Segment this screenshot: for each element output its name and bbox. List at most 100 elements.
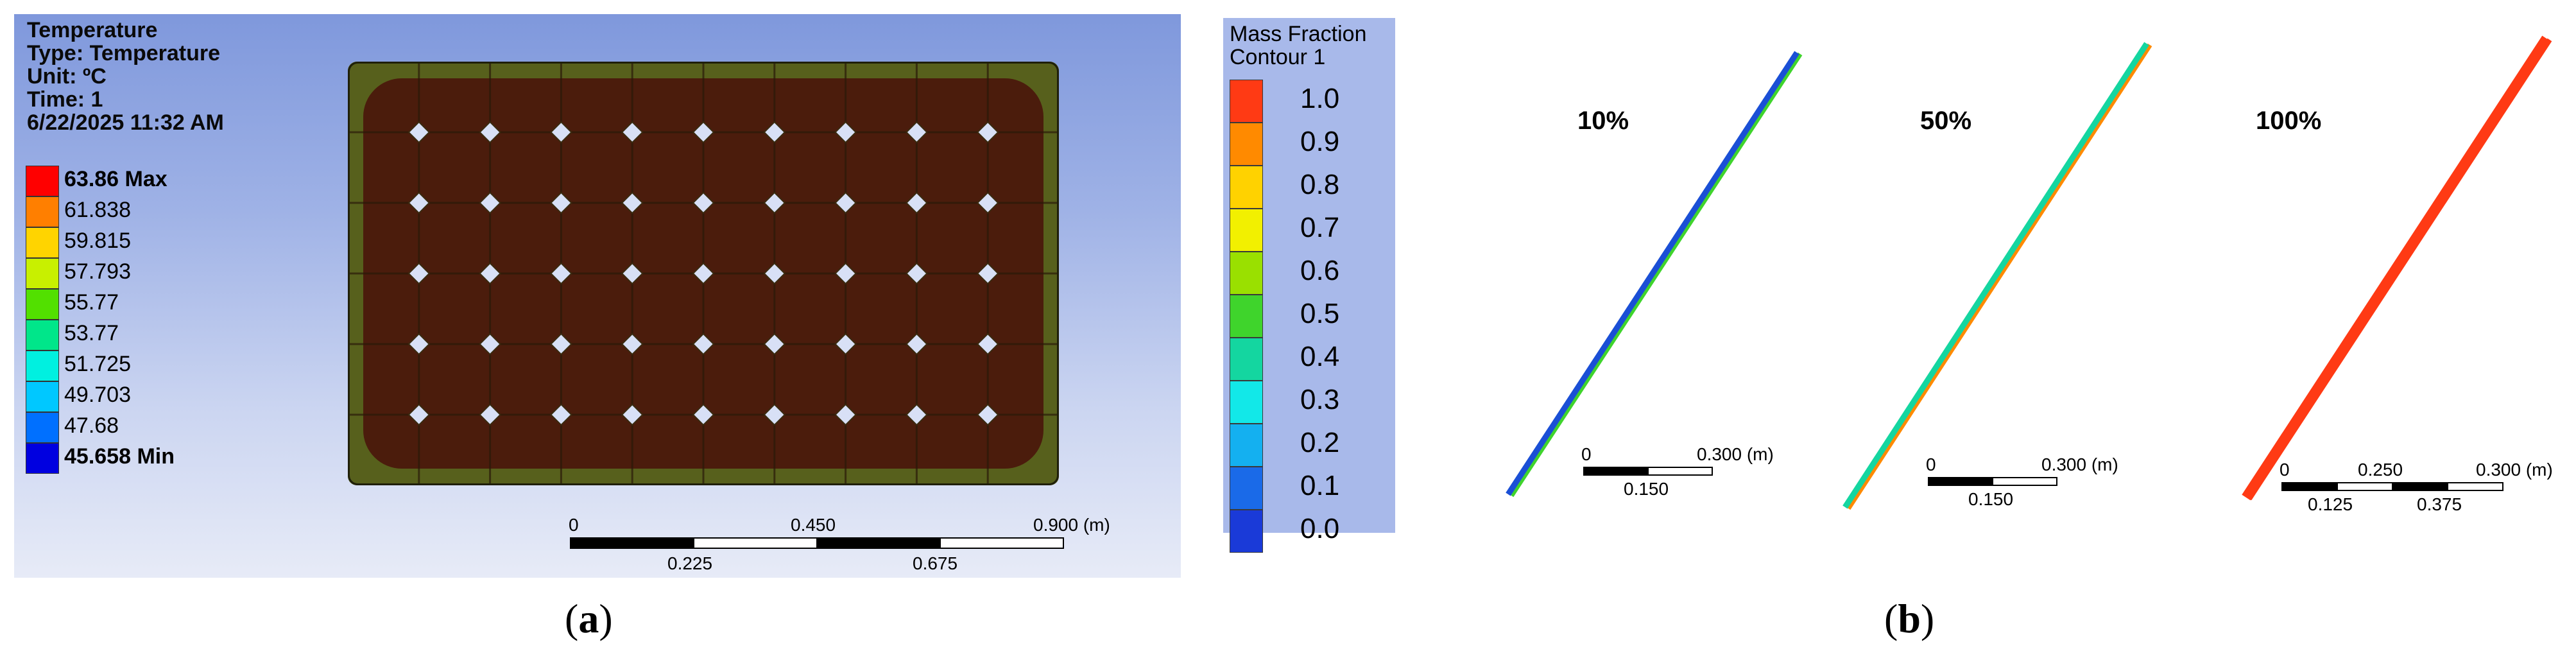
legend-label: 59.815 — [64, 229, 131, 253]
coolant-hole — [408, 191, 431, 214]
battery-pack-outline — [348, 62, 1059, 485]
coolant-hole — [479, 121, 502, 144]
caption-b: (b) — [1884, 596, 1935, 641]
colorbar-swatch — [1230, 381, 1263, 424]
mass-fraction-panel — [1506, 35, 2552, 510]
legend-swatch — [26, 227, 59, 258]
legend-swatch — [26, 289, 59, 320]
coolant-hole — [692, 333, 715, 356]
scale-label: 0.300 (m) — [2476, 460, 2553, 480]
legend-swatch — [26, 166, 59, 196]
info-time: Time: 1 — [27, 87, 103, 112]
colorbar-swatch — [1230, 295, 1263, 338]
scale-label: 0.300 (m) — [2041, 455, 2118, 474]
caption-a: (a) — [565, 596, 613, 641]
colorbar-label: 0.3 — [1300, 384, 1340, 415]
coolant-hole — [479, 403, 502, 426]
colorbar-swatch — [1230, 252, 1263, 295]
scale-label: 0.375 — [2417, 494, 2462, 514]
colorbar-label: 0.8 — [1300, 169, 1340, 200]
coolant-hole — [763, 403, 786, 426]
coolant-hole — [976, 333, 999, 356]
legend-label: 53.77 — [64, 321, 119, 345]
coolant-hole — [692, 191, 715, 214]
colorbar-label: 0.0 — [1300, 513, 1340, 544]
coolant-hole — [834, 121, 857, 144]
coolant-hole — [763, 333, 786, 356]
coolant-hole — [905, 333, 928, 356]
legend-label: 45.658 Min — [64, 444, 175, 469]
scale-label: 0.300 (m) — [1697, 444, 1774, 464]
scale-label: 0.150 — [1624, 479, 1669, 499]
colorbar-swatch — [1230, 338, 1263, 381]
legend-swatch — [26, 412, 59, 443]
coolant-hole — [905, 403, 928, 426]
coolant-hole — [549, 121, 572, 144]
coolant-hole — [692, 121, 715, 144]
scale-label-0900: 0.900 (m) — [1033, 515, 1110, 535]
legend-swatch — [26, 443, 59, 474]
scale-segment — [693, 537, 818, 549]
scale-segment — [2392, 482, 2448, 491]
case-label: 100% — [2256, 107, 2322, 135]
scale-segment — [1647, 467, 1713, 476]
scale-segment — [570, 537, 694, 549]
domain-strip — [1506, 51, 1799, 496]
scale-segment — [2447, 482, 2503, 491]
colorbar-label: 0.6 — [1300, 255, 1340, 286]
coolant-hole — [408, 262, 431, 285]
coolant-hole — [408, 121, 431, 144]
coolant-hole — [834, 191, 857, 214]
coolant-hole — [549, 403, 572, 426]
colorbar-subtitle: Contour 1 — [1230, 45, 1326, 69]
legend-swatch — [26, 258, 59, 289]
scale-segment — [1928, 477, 1993, 486]
coolant-hole — [549, 191, 572, 214]
coolant-hole — [763, 262, 786, 285]
colorbar-swatch — [1230, 510, 1263, 553]
colorbar-swatch — [1230, 166, 1263, 209]
info-unit: Unit: ºC — [27, 64, 107, 89]
info-type: Type: Temperature — [27, 41, 221, 65]
coolant-hole — [692, 403, 715, 426]
scale-label: 0.250 — [2358, 460, 2403, 480]
coolant-hole — [479, 191, 502, 214]
scale-label-0225: 0.225 — [667, 553, 713, 573]
colorbar-label: 0.2 — [1300, 427, 1340, 458]
coolant-hole — [834, 333, 857, 356]
legend-label: 61.838 — [64, 198, 131, 222]
domain-edge-band — [1846, 43, 2152, 510]
coolant-hole — [479, 333, 502, 356]
colorbar-title: Mass Fraction — [1230, 22, 1367, 46]
coolant-hole — [976, 121, 999, 144]
case-label: 50% — [1920, 107, 1972, 135]
scale-label: 0 — [2280, 460, 2290, 480]
colorbar-label: 0.1 — [1300, 470, 1340, 501]
coolant-hole — [621, 121, 644, 144]
colorbar-swatch — [1230, 80, 1263, 123]
coolant-hole — [621, 191, 644, 214]
coolant-hole — [763, 121, 786, 144]
coolant-hole — [621, 403, 644, 426]
coolant-hole — [905, 121, 928, 144]
scale-segment — [2337, 482, 2393, 491]
coolant-hole — [549, 262, 572, 285]
coolant-hole — [976, 262, 999, 285]
colorbar-label: 0.4 — [1300, 341, 1340, 372]
colorbar-label: 0.5 — [1300, 298, 1340, 329]
legend-swatch — [26, 381, 59, 412]
domain-edge-band — [1509, 52, 1803, 498]
colorbar-swatch — [1230, 209, 1263, 252]
colorbar-label: 0.9 — [1300, 126, 1340, 157]
case-label: 10% — [1577, 107, 1629, 135]
legend-label: 49.703 — [64, 383, 131, 407]
coolant-hole — [905, 191, 928, 214]
coolant-hole — [976, 191, 999, 214]
coolant-hole — [763, 191, 786, 214]
coolant-hole — [408, 333, 431, 356]
legend-label: 51.725 — [64, 352, 131, 376]
colorbar-label: 1.0 — [1300, 83, 1340, 114]
legend-label: 55.77 — [64, 290, 119, 315]
domain-strip — [2242, 35, 2551, 501]
info-timestamp: 6/22/2025 11:32 AM — [27, 110, 224, 135]
